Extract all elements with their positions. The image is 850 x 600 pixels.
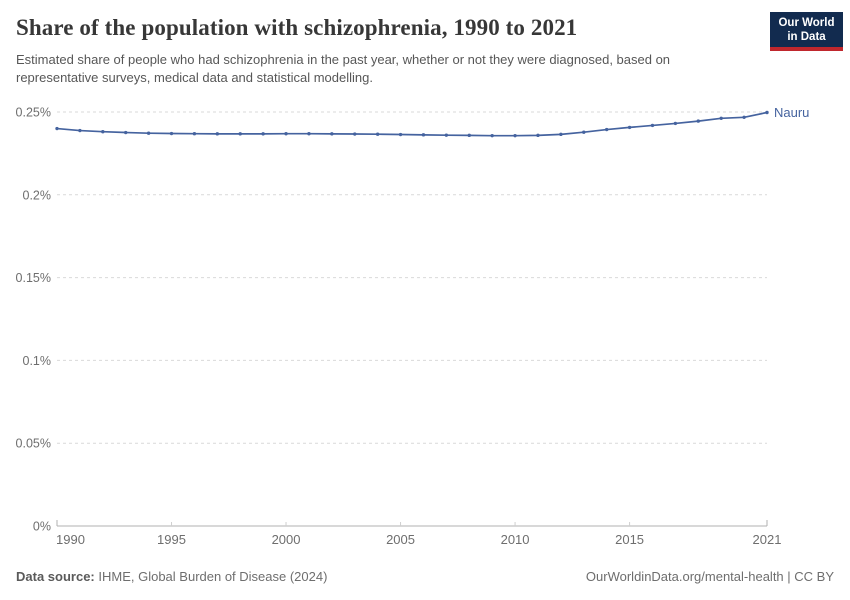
x-tick-label: 1990	[56, 532, 85, 547]
trend-line	[56, 111, 768, 137]
data-point	[582, 130, 586, 134]
data-point	[101, 130, 105, 134]
data-point	[284, 131, 288, 136]
data-point	[261, 132, 265, 136]
data-point	[536, 133, 540, 138]
data-point	[604, 127, 609, 132]
y-tick-label: 0%	[33, 520, 51, 534]
y-tick-label: 0.25%	[16, 106, 51, 120]
data-point	[765, 110, 769, 115]
data-point	[238, 132, 242, 136]
x-tick-label: 2000	[272, 532, 301, 547]
data-point	[375, 132, 380, 136]
data-point	[467, 133, 471, 138]
x-tick-label: 2010	[501, 532, 530, 547]
x-tick-label: 1995	[157, 532, 186, 547]
x-tick-label: 2015	[615, 532, 644, 547]
data-point	[742, 115, 746, 119]
chart-footer: Data source: IHME, Global Burden of Dise…	[16, 569, 834, 584]
data-point	[307, 131, 311, 136]
data-point	[55, 126, 59, 131]
data-point	[398, 132, 403, 137]
data-point	[215, 132, 220, 136]
data-point	[673, 121, 678, 126]
x-tick-label: 2005	[386, 532, 415, 547]
chart-title: Share of the population with schizophren…	[16, 15, 578, 40]
y-tick-label: 0.1%	[23, 354, 52, 368]
data-source-label: Data source:	[16, 569, 95, 584]
data-point	[627, 125, 632, 130]
data-point	[124, 130, 128, 135]
data-point	[444, 133, 449, 137]
data-point	[719, 116, 723, 120]
logo-line2: in Data	[787, 31, 826, 43]
y-tick-label: 0.2%	[23, 188, 52, 202]
data-point	[146, 131, 151, 135]
data-source-value: IHME, Global Burden of Disease (2024)	[98, 569, 328, 584]
owid-logo: Our World in Data	[770, 12, 843, 51]
data-point	[559, 132, 563, 137]
chart-subtitle: Estimated share of people who had schizo…	[16, 52, 671, 85]
data-point	[513, 133, 517, 138]
data-point	[330, 132, 334, 136]
data-point	[192, 131, 197, 136]
data-source: Data source: IHME, Global Burden of Dise…	[16, 569, 327, 584]
data-point	[169, 131, 174, 136]
attribution: OurWorldinData.org/mental-health | CC BY	[585, 569, 834, 584]
logo-line1: Our World	[778, 17, 835, 29]
x-tick-label: 2021	[753, 532, 782, 547]
data-point	[650, 123, 655, 128]
data-point	[353, 132, 357, 136]
y-tick-label: 0.05%	[16, 437, 51, 451]
data-point	[78, 128, 82, 133]
y-tick-label: 0.15%	[16, 271, 51, 285]
entity-label: Nauru	[774, 105, 809, 120]
data-point	[490, 133, 494, 138]
data-point	[696, 119, 700, 123]
data-point	[421, 133, 426, 137]
